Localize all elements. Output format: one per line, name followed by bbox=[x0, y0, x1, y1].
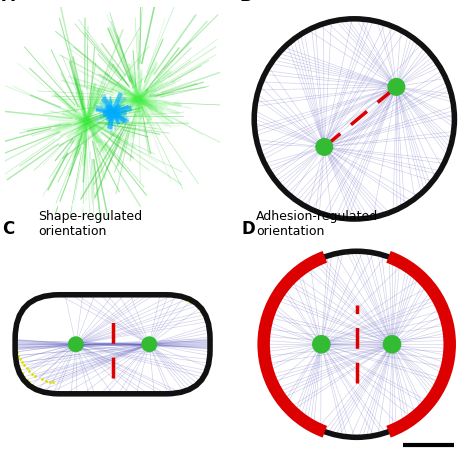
Circle shape bbox=[387, 78, 405, 96]
Text: A: A bbox=[2, 0, 15, 5]
Text: Shape-regulated
orientation: Shape-regulated orientation bbox=[38, 210, 142, 238]
Text: B: B bbox=[239, 0, 252, 5]
Text: D: D bbox=[242, 220, 255, 238]
Circle shape bbox=[100, 99, 126, 125]
Text: C: C bbox=[2, 220, 15, 238]
Circle shape bbox=[68, 336, 84, 352]
Circle shape bbox=[141, 336, 157, 352]
Text: Metaphase: Metaphase bbox=[20, 201, 85, 211]
Circle shape bbox=[383, 335, 401, 354]
Text: Adhesion-regulated
orientation: Adhesion-regulated orientation bbox=[256, 210, 378, 238]
Circle shape bbox=[312, 335, 331, 354]
Circle shape bbox=[315, 138, 333, 156]
